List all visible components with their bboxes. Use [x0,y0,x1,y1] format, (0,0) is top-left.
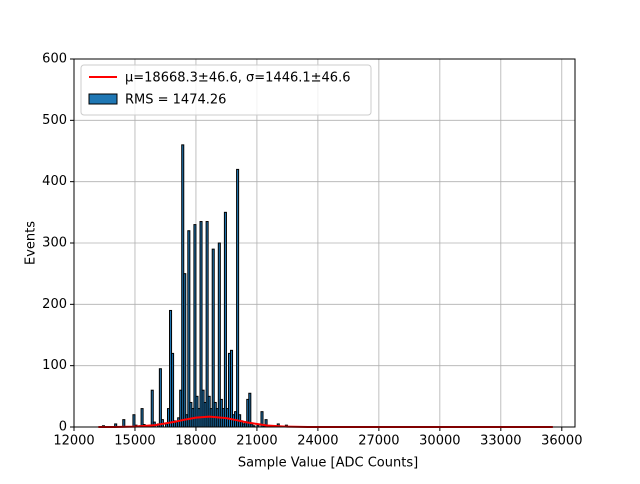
histogram-bar [150,389,154,428]
y-tick-label: 400 [42,174,67,189]
x-tick-label: 36000 [541,434,582,449]
y-tick-label: 100 [42,358,67,373]
histogram-bar [158,368,162,428]
x-tick-label: 27000 [358,434,399,449]
legend-label: RMS = 1474.26 [125,93,226,108]
legend: μ=18668.3±46.6, σ=1446.1±46.6 RMS = 1474.… [80,64,372,116]
histogram-bar [211,248,215,428]
histogram-bar [183,273,187,428]
x-tick-label: 15000 [114,434,155,449]
y-tick-label: 0 [59,420,67,435]
x-axis-label: Sample Value [ADC Counts] [238,456,418,471]
histogram-bar [236,168,240,428]
histogram-bar [223,211,227,428]
x-tick-label: 12000 [53,434,94,449]
y-tick-label: 200 [42,297,67,312]
x-tick-label: 18000 [175,434,216,449]
plot-frame [73,58,576,428]
x-tick-label: 33000 [480,434,521,449]
x-tick-label: 24000 [297,434,338,449]
legend-label: μ=18668.3±46.6, σ=1446.1±46.6 [125,71,350,86]
histogram-bar [171,352,175,428]
legend-box [80,64,372,116]
x-tick-label: 21000 [236,434,277,449]
legend-bar-swatch [88,93,118,105]
y-tick-label: 500 [42,113,67,128]
y-tick-label: 300 [42,236,67,251]
y-axis-label: Events [24,221,39,265]
x-tick-label: 30000 [419,434,460,449]
histogram-bar [187,230,191,428]
y-tick-label: 600 [42,52,67,67]
